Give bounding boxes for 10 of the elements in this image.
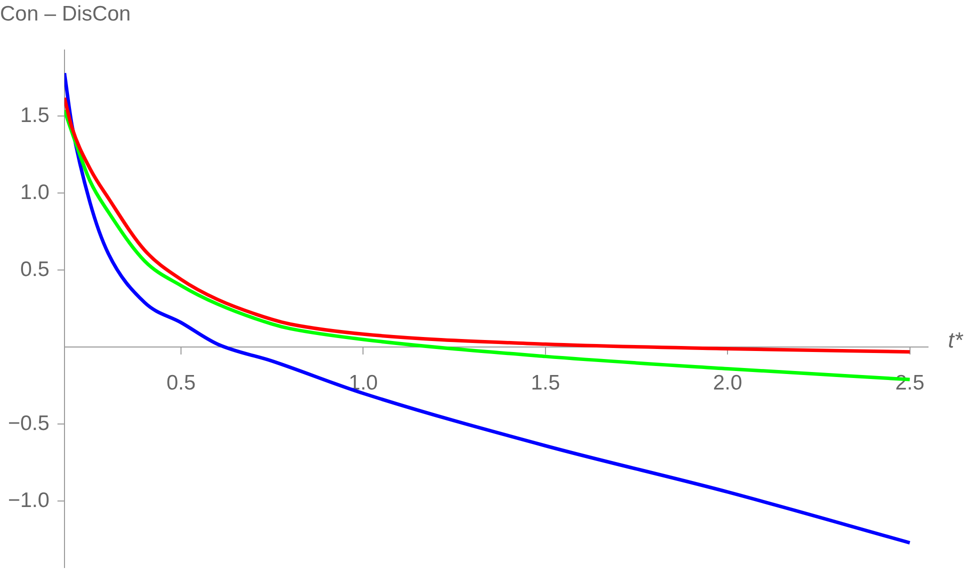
x-tick-label: 0.5 (166, 372, 196, 395)
x-tick-label: 1.5 (530, 372, 560, 395)
y-tick-label: 1.5 (20, 104, 50, 128)
y-tick-label: 1.0 (20, 181, 50, 204)
x-axis-title: t* (948, 327, 964, 352)
x-tick-label: 2.0 (713, 372, 742, 395)
y-tick-label: −0.5 (8, 412, 50, 435)
y-tick-label: −1.0 (8, 488, 50, 512)
y-axis-title: Con – DisCon (0, 2, 131, 26)
y-tick-label: 0.5 (20, 258, 50, 281)
